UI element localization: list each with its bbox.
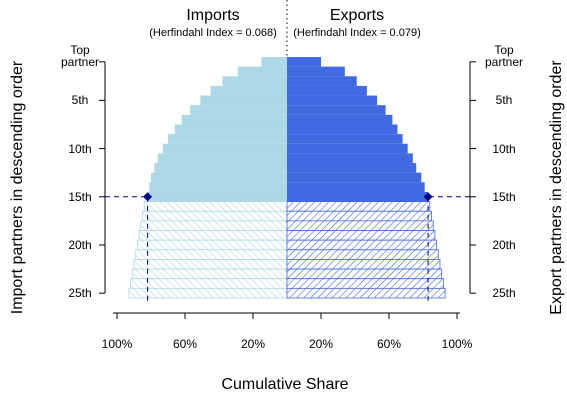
bar [181,114,287,125]
bar-hatched [286,268,443,280]
bar-hatched [286,210,432,222]
bar [287,143,408,154]
y-tick-label: 25th [68,286,92,301]
y-axis-label: Import partners in descending order [9,60,26,314]
bar-hatched [286,239,438,251]
bar [287,105,386,115]
bar-hatched [286,287,446,299]
x-tick-label: 60% [173,337,197,351]
bar [287,57,321,67]
bar [200,95,287,106]
bar-hatched [143,201,288,212]
bar [287,172,422,183]
y-tick-label: 10th [492,141,516,156]
panel-title: Imports [186,7,239,24]
bar [287,191,429,202]
bar [287,95,378,106]
bar-hatched [138,230,288,241]
y-tick-label: 5th [71,93,89,108]
bar [190,105,287,115]
bar [174,124,287,135]
y-tick-label: 5th [495,93,513,108]
x-tick-label: 60% [377,337,401,351]
bar-hatched [286,230,436,241]
y-tick-label: Top partner [484,42,524,69]
bar [287,134,403,144]
bar [210,85,287,96]
bar [151,172,287,183]
bar-hatched [286,259,441,270]
y-tick-label: 15th [68,189,92,204]
x-tick-label: 20% [241,337,265,351]
x-tick-label: 100% [442,337,473,351]
bar [287,163,417,173]
bar [162,143,287,154]
bar [168,134,287,144]
y-tick-label: 15th [492,189,516,204]
bar-hatched [286,278,444,289]
x-tick-label: 20% [309,337,333,351]
bar-hatched [286,201,431,212]
bar-hatched [286,220,434,231]
bar-hatched [142,210,288,222]
bar-hatched [140,220,288,231]
panel-subtitle: (Herfindahl Index = 0.079) [293,27,421,39]
bar [237,66,287,77]
y-axis-label: Export partners in descending order [548,60,565,315]
x-tick-label: 100% [102,337,133,351]
bar [287,153,413,164]
x-axis-label: Cumulative Share [221,376,348,393]
bar-hatched [135,249,288,260]
bar [149,182,287,192]
bar-hatched [131,268,288,280]
bar [147,191,287,202]
y-tick-label: Top partner [60,42,100,69]
y-tick-label: 25th [492,286,516,301]
bar [287,124,398,135]
bar-hatched [133,259,288,270]
bar-hatched [128,287,288,299]
bar-hatched [286,249,439,260]
bar [287,76,357,86]
panel-subtitle: (Herfindahl Index = 0.068) [149,27,277,39]
bar [287,66,345,77]
panel-title: Exports [330,7,384,24]
bar [154,163,287,173]
bar [287,182,425,192]
y-tick-label: 20th [492,237,516,252]
bar-hatched [130,278,288,289]
bar [222,76,287,86]
reference-marker [423,192,433,202]
y-tick-label: 20th [68,237,92,252]
bar [261,57,287,67]
y-tick-label: 10th [68,141,92,156]
reference-marker [143,192,153,202]
bar [287,85,367,96]
bar [287,114,393,125]
bar-hatched [136,239,288,251]
bar [157,153,287,164]
